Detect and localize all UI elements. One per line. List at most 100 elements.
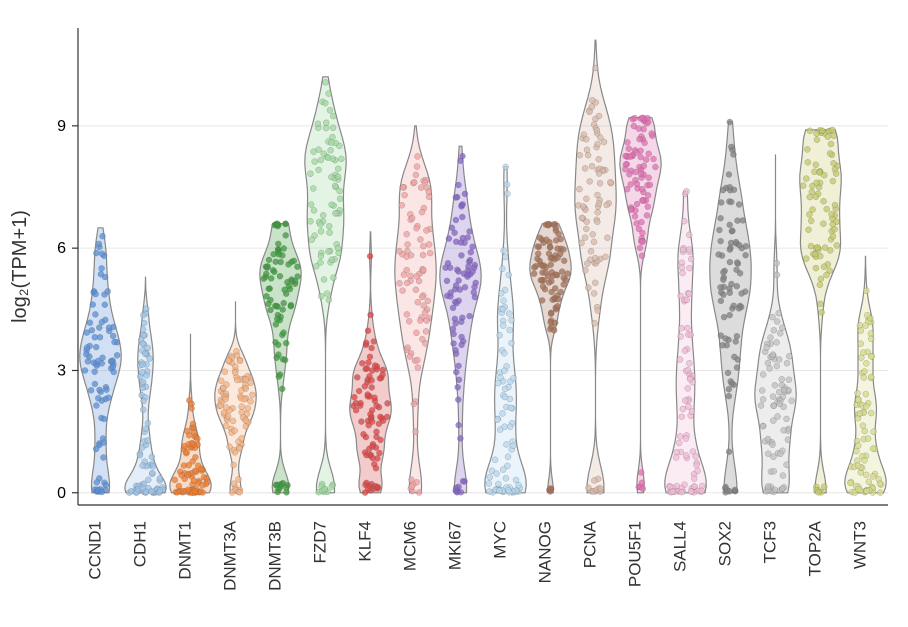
x-category-label: KLF4 (356, 521, 375, 562)
point (149, 454, 155, 460)
point (595, 141, 601, 147)
point (777, 330, 783, 336)
point (547, 486, 553, 492)
point (596, 113, 602, 119)
point (472, 284, 478, 290)
point (784, 462, 790, 468)
point (765, 360, 771, 366)
point (273, 259, 279, 265)
point (537, 258, 543, 264)
point (637, 245, 643, 251)
point (282, 287, 288, 293)
point (414, 164, 420, 170)
point (687, 376, 693, 382)
point (686, 247, 692, 253)
point (639, 219, 645, 225)
point (396, 248, 402, 254)
point (727, 290, 733, 296)
point (328, 147, 334, 153)
point (413, 287, 419, 293)
point (144, 372, 150, 378)
violin-fzd7 (305, 77, 346, 493)
point (149, 470, 155, 476)
point (680, 406, 686, 412)
point (459, 214, 465, 220)
point (111, 369, 117, 375)
point (695, 468, 701, 474)
point (332, 210, 338, 216)
point (192, 454, 198, 460)
point (729, 381, 735, 387)
point (366, 422, 372, 428)
point (223, 405, 229, 411)
point (149, 488, 155, 494)
point (726, 172, 732, 178)
point (337, 196, 343, 202)
y-tick-label: 9 (57, 118, 66, 135)
point (643, 157, 649, 163)
point (266, 257, 272, 263)
point (776, 310, 782, 316)
point (137, 452, 143, 458)
point (95, 395, 101, 401)
point (497, 375, 503, 381)
point (457, 435, 463, 441)
x-category-label: MYC (491, 521, 510, 559)
point (870, 473, 876, 479)
point (584, 261, 590, 267)
point (645, 192, 651, 198)
point (364, 452, 370, 458)
point (683, 436, 689, 442)
point (371, 339, 377, 345)
point (404, 248, 410, 254)
point (282, 357, 288, 363)
point (400, 184, 406, 190)
point (592, 280, 598, 286)
point (446, 236, 452, 242)
point (734, 283, 740, 289)
point (877, 490, 883, 496)
point (686, 360, 692, 366)
point (602, 254, 608, 260)
point (324, 291, 330, 297)
point (864, 488, 870, 494)
point (198, 466, 204, 472)
point (361, 431, 367, 437)
point (862, 369, 868, 375)
point (236, 476, 242, 482)
point (419, 294, 425, 300)
point (718, 238, 724, 244)
point (646, 175, 652, 181)
point (143, 306, 149, 312)
point (364, 365, 370, 371)
point (813, 194, 819, 200)
point (645, 204, 651, 210)
point (372, 395, 378, 401)
point (595, 308, 601, 314)
point (141, 320, 147, 326)
point (93, 446, 99, 452)
point (499, 266, 505, 272)
point (83, 351, 89, 357)
point (743, 243, 749, 249)
point (282, 221, 288, 227)
y-tick-label: 6 (57, 240, 66, 257)
point (718, 298, 724, 304)
point (179, 472, 185, 478)
point (699, 488, 705, 494)
point (102, 317, 108, 323)
point (283, 340, 289, 346)
point (638, 171, 644, 177)
point (367, 354, 373, 360)
point (774, 319, 780, 325)
point (552, 320, 558, 326)
point (232, 428, 238, 434)
x-category-label: SOX2 (716, 521, 735, 566)
point (785, 437, 791, 443)
point (399, 202, 405, 208)
point (100, 233, 106, 239)
point (279, 386, 285, 392)
point (726, 449, 732, 455)
point (225, 413, 231, 419)
point (414, 357, 420, 363)
